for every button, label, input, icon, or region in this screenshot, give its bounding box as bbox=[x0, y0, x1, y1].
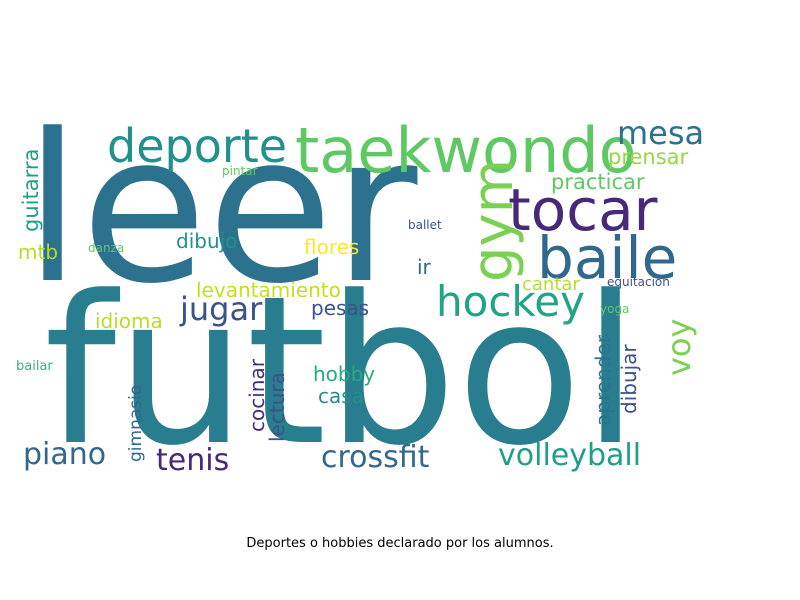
word-equitacion: equitacion bbox=[607, 275, 670, 289]
word-cocinar: cocinar bbox=[245, 358, 269, 432]
word-tocar: tocar bbox=[508, 176, 658, 244]
word-guitarra: guitarra bbox=[19, 149, 43, 232]
word-idioma: idioma bbox=[95, 309, 163, 333]
word-hockey: hockey bbox=[436, 277, 585, 326]
word-pesas: pesas bbox=[311, 296, 369, 320]
figure-caption: Deportes o hobbies declarado por los alu… bbox=[246, 536, 554, 551]
word-dibujo: dibujo bbox=[176, 229, 237, 253]
word-yoga: yoga bbox=[600, 302, 629, 316]
word-ballet: ballet bbox=[408, 218, 442, 232]
word-flores: flores bbox=[304, 235, 359, 259]
word-casa: casa bbox=[318, 384, 364, 408]
word-danza: danza bbox=[88, 241, 124, 255]
word-aprender: aprender bbox=[591, 334, 615, 426]
word-deporte: deporte bbox=[107, 119, 287, 173]
word-gym: gym bbox=[461, 159, 526, 282]
word-piano: piano bbox=[23, 437, 106, 472]
word-voy: voy bbox=[660, 319, 698, 376]
word-hobby: hobby bbox=[313, 362, 375, 386]
word-cantar: cantar bbox=[522, 274, 580, 295]
word-taekwondo: taekwondo bbox=[295, 114, 637, 187]
word-futbol: futbol bbox=[44, 253, 639, 491]
word-crossfit: crossfit bbox=[321, 440, 430, 475]
word-volleyball: volleyball bbox=[498, 438, 641, 473]
word-gimnasio: gimnasio bbox=[126, 385, 146, 462]
word-tenis: tenis bbox=[156, 443, 229, 478]
word-levantamiento: levantamiento bbox=[196, 278, 341, 302]
word-jugar: jugar bbox=[179, 290, 263, 328]
word-bailar: bailar bbox=[16, 359, 53, 374]
word-lectura: lectura bbox=[265, 372, 289, 442]
word-leer: leer bbox=[24, 91, 418, 329]
word-ir: ir bbox=[417, 255, 432, 279]
word-practicar: practicar bbox=[551, 170, 645, 194]
word-mtb: mtb bbox=[18, 240, 58, 264]
word-mesa: mesa bbox=[617, 114, 704, 152]
word-dibujar: dibujar bbox=[617, 344, 641, 414]
word-prensar: prensar bbox=[608, 145, 689, 169]
word-baile: baile bbox=[537, 224, 677, 292]
word-pintar: pintar bbox=[222, 164, 258, 178]
